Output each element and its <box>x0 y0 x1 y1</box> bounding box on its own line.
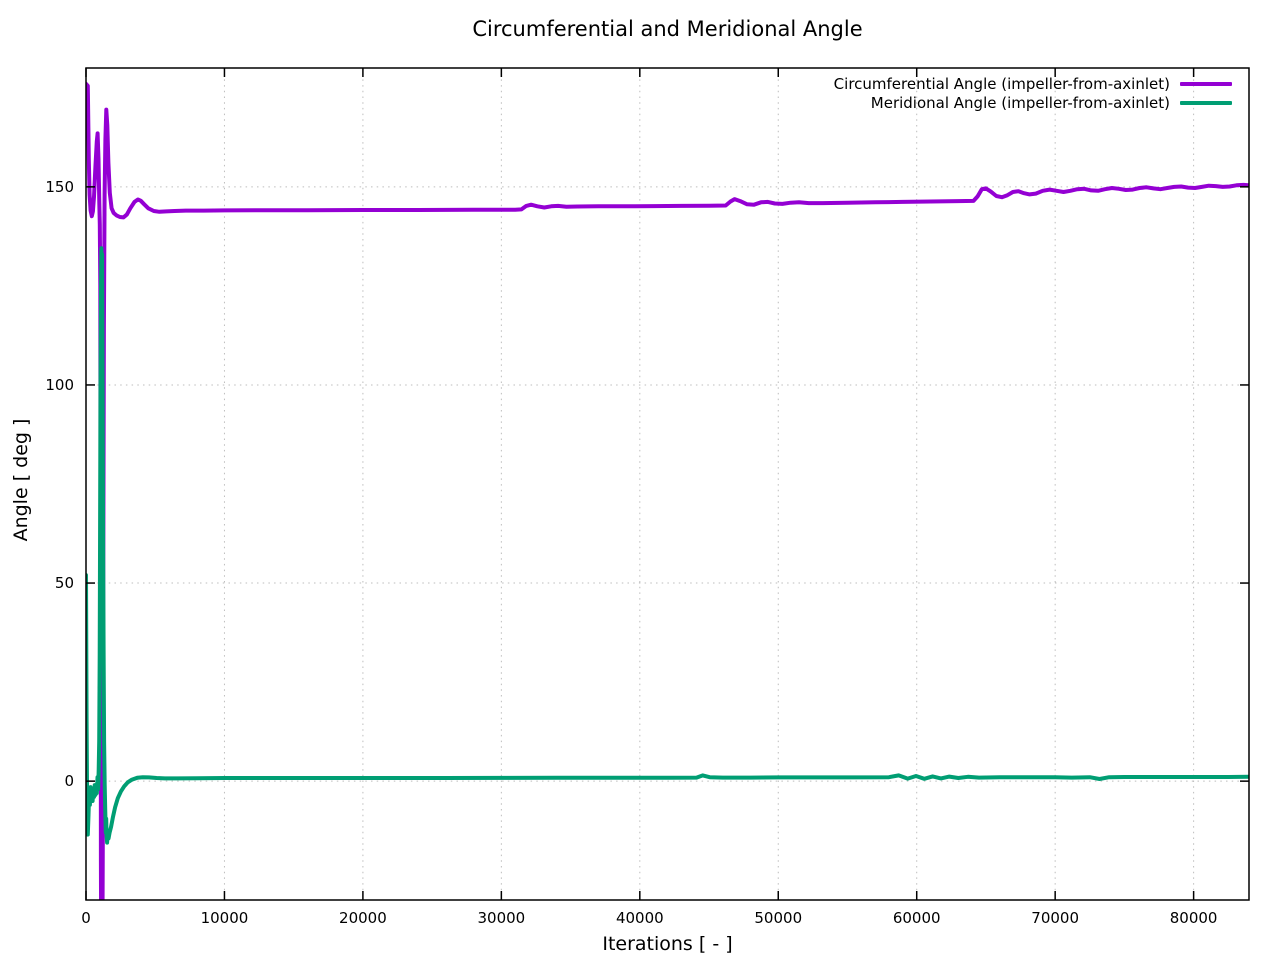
x-tick-label: 40000 <box>616 909 664 927</box>
legend-label-circumferential: Circumferential Angle (impeller-from-axi… <box>833 74 1170 93</box>
legend-entry-circumferential: Circumferential Angle (impeller-from-axi… <box>834 74 1232 93</box>
x-axis-label: Iterations [ - ] <box>602 933 733 955</box>
x-tick-label: 60000 <box>893 909 941 927</box>
x-tick-label: 80000 <box>1170 909 1218 927</box>
legend-entry-meridional: Meridional Angle (impeller-from-axinlet) <box>834 93 1232 112</box>
legend-line-sample-meridional <box>1180 100 1232 105</box>
legend-label-meridional: Meridional Angle (impeller-from-axinlet) <box>870 93 1170 112</box>
y-tick-label: 50 <box>55 574 74 592</box>
x-tick-label: 30000 <box>477 909 525 927</box>
y-tick-label: 150 <box>45 178 74 196</box>
x-tick-label: 20000 <box>339 909 387 927</box>
chart-title: Circumferential and Meridional Angle <box>472 17 863 41</box>
series-line-1 <box>86 246 1249 845</box>
x-tick-label: 10000 <box>201 909 249 927</box>
plot-border <box>85 67 1250 901</box>
y-tick-label: 0 <box>64 772 74 790</box>
x-tick-label: 70000 <box>1031 909 1079 927</box>
y-axis-label: Angle [ deg ] <box>10 418 32 542</box>
x-tick-label: 50000 <box>754 909 802 927</box>
y-tick-label: 100 <box>45 376 74 394</box>
legend-line-sample-circumferential <box>1180 81 1232 86</box>
legend: Circumferential Angle (impeller-from-axi… <box>834 74 1232 112</box>
series-line-0 <box>86 81 1249 900</box>
x-tick-label: 0 <box>81 909 91 927</box>
